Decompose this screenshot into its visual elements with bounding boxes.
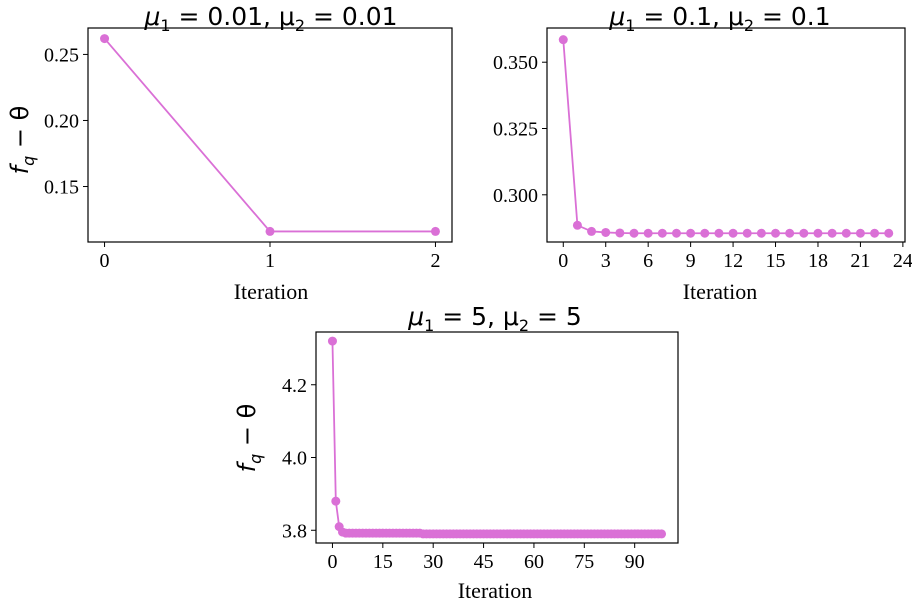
y-tick-label: 0.350 (493, 52, 538, 74)
data-point (728, 228, 738, 238)
series-line (103, 37, 436, 233)
x-tick-label: 15 (766, 250, 786, 272)
data-point (870, 228, 880, 238)
subplot-title: μ1 = 5, μ2 = 5 (407, 302, 582, 335)
data-point (615, 228, 625, 238)
data-point (587, 226, 597, 236)
x-tick-label: 30 (423, 551, 443, 573)
y-tick-label: 3.8 (282, 520, 307, 542)
data-point (657, 529, 667, 539)
data-point (601, 227, 611, 237)
y-axis-label: fq − θ (233, 404, 265, 473)
data-point (884, 228, 894, 238)
y-tick-label: 0.300 (493, 185, 538, 207)
series-line (331, 341, 662, 535)
data-point (742, 228, 752, 238)
subplot-3: μ1 = 5, μ2 = 5 fq − θ Iteration 0 15 30 45 6… (233, 302, 679, 603)
data-point (827, 228, 837, 238)
data-point (841, 228, 851, 238)
data-point (430, 226, 440, 236)
data-point (686, 228, 696, 238)
data-point (700, 228, 710, 238)
axes-frame (315, 331, 679, 544)
x-tick-label: 15 (373, 551, 393, 573)
data-point (785, 228, 795, 238)
x-tick-label: 1 (265, 250, 275, 272)
data-point (643, 228, 653, 238)
data-point (327, 336, 337, 346)
x-tick-label: 90 (625, 551, 645, 573)
x-tick-label: 60 (524, 551, 544, 573)
data-point (813, 228, 823, 238)
x-tick-label: 0 (100, 250, 110, 272)
data-point (265, 226, 275, 236)
y-tick-label: 0.325 (493, 119, 538, 141)
y-tick-label: 0.15 (44, 177, 79, 199)
x-tick-label: 21 (850, 250, 870, 272)
x-tick-label: 18 (808, 250, 828, 272)
x-tick-label: 6 (643, 250, 653, 272)
x-tick-label: 12 (723, 250, 743, 272)
y-axis-label: fq − θ (6, 106, 38, 175)
x-tick-label: 0 (327, 551, 337, 573)
x-axis-label: Iteration (683, 279, 758, 304)
data-point (572, 220, 582, 230)
x-axis-label: Iteration (234, 279, 309, 304)
series-line (562, 39, 889, 235)
x-tick-label: 9 (686, 250, 696, 272)
axes-frame (546, 27, 906, 243)
data-point (331, 496, 341, 506)
x-tick-label: 24 (893, 250, 912, 272)
y-tick-label: 4.2 (282, 375, 307, 397)
y-tick-label: 0.25 (44, 44, 79, 66)
subplot-title: μ1 = 0.01, μ2 = 0.01 (143, 2, 397, 35)
x-tick-label: 75 (574, 551, 594, 573)
data-point (629, 228, 639, 238)
y-tick-label: 4.0 (282, 448, 307, 470)
data-point (799, 228, 809, 238)
y-tick-label: 0.20 (44, 110, 79, 132)
x-tick-label: 0 (558, 250, 568, 272)
x-axis-label: Iteration (458, 578, 533, 603)
axes-frame (87, 27, 453, 243)
data-point (671, 228, 681, 238)
subplot-1: μ1 = 0.01, μ2 = 0.01 fq − θ Iteration 0 1… (6, 2, 453, 304)
data-point (855, 228, 865, 238)
data-point (558, 35, 568, 45)
x-tick-label: 2 (430, 250, 440, 272)
subplot-2: μ1 = 0.1, μ2 = 0.1 Iteration 0 3 6 9 12 15 18 2… (493, 2, 912, 304)
data-point (771, 228, 781, 238)
data-point (714, 228, 724, 238)
subplot-title: μ1 = 0.1, μ2 = 0.1 (608, 2, 830, 35)
x-tick-label: 45 (474, 551, 494, 573)
data-point (756, 228, 766, 238)
data-point (100, 34, 110, 44)
data-point (657, 228, 667, 238)
x-tick-label: 3 (601, 250, 611, 272)
